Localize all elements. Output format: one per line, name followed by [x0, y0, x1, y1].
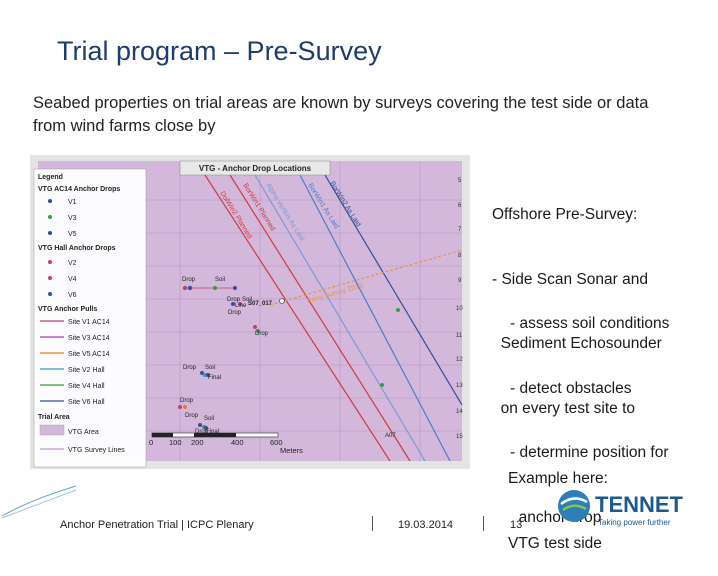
grid-number: 13 [456, 383, 463, 389]
svg-text:Site V3 AC14: Site V3 AC14 [68, 335, 110, 342]
footer-divider [483, 516, 484, 531]
point-label: Line [235, 303, 247, 309]
borwin1-as-laid-line [299, 174, 451, 462]
page-number: 13 [510, 519, 523, 531]
grid-number: 10 [456, 306, 463, 312]
grid-number: 9 [458, 278, 462, 284]
tennet-logo-mark: TENNET Taking power further [558, 490, 684, 527]
svg-text:400: 400 [231, 438, 244, 447]
svg-text:VTG Area: VTG Area [68, 429, 99, 436]
point-label: Final [208, 375, 221, 381]
svg-text:V1: V1 [68, 199, 77, 206]
drop-points [178, 285, 400, 430]
legend-group: VTG AC14 Anchor Drops [38, 186, 120, 193]
svg-text:Site V2 Hall: Site V2 Hall [68, 367, 105, 374]
legend-heading: Legend [38, 174, 63, 181]
legend-group: VTG Anchor Pulls [38, 306, 97, 313]
point-label: Soil [215, 277, 225, 283]
anchor-drop-map: VTG - Anchor Drop Locations BorWin2 As L… [30, 155, 470, 469]
ferry-survey-line [269, 249, 463, 306]
point-label: Final [206, 429, 219, 435]
point-label: Drop [183, 365, 197, 371]
grid-number: 7 [458, 227, 462, 233]
map-canvas: VTG - Anchor Drop Locations BorWin2 As L… [33, 160, 463, 468]
svg-text:Site V6 Hall: Site V6 Hall [68, 399, 105, 406]
point-label: Soil [205, 365, 215, 371]
swoosh-decoration [1, 485, 77, 519]
map-title: VTG - Anchor Drop Locations [199, 164, 312, 173]
grid-number: 6 [458, 203, 462, 209]
legend-group: Trial Area [38, 414, 70, 421]
svg-text:V4: V4 [68, 276, 77, 283]
point-label: S07_017 [248, 301, 273, 307]
point-label: A07 [385, 433, 396, 439]
slide-subtitle: Seabed properties on trial areas are kno… [33, 94, 649, 135]
point-label: Drop [180, 398, 194, 404]
point-label: Drop [195, 429, 209, 435]
svg-text:V6: V6 [68, 292, 77, 299]
grid-number: 15 [456, 434, 463, 440]
svg-text:V2: V2 [68, 260, 77, 267]
svg-text:TENNET: TENNET [595, 492, 684, 517]
slide-title: Trial program – Pre-Survey [57, 36, 382, 66]
pre-survey-description: Offshore Pre-Survey: - Side Scan Sonar a… [492, 206, 662, 417]
footer-date: 19.03.2014 [398, 519, 454, 531]
grid-number: 12 [456, 357, 463, 363]
svg-text:V5: V5 [68, 231, 77, 238]
tennet-logo: TENNET Taking power further [555, 480, 705, 536]
scale-bar: 0 100 200 400 600 Meters [149, 432, 303, 455]
point-label: Drop [185, 413, 199, 419]
svg-text:600: 600 [270, 438, 283, 447]
borwin1-planned-line [229, 174, 411, 462]
svg-text:Site V5 AC14: Site V5 AC14 [68, 351, 110, 358]
survey-goals-list: - assess soil conditions - detect obstac… [510, 315, 670, 526]
svg-text:100: 100 [169, 438, 182, 447]
point-label: Drop [182, 277, 196, 283]
grid-number: 11 [456, 333, 463, 339]
dolwin2-planned-line [204, 174, 391, 462]
svg-text:Meters: Meters [280, 446, 303, 455]
grid-number: 8 [458, 253, 462, 259]
svg-text:Site V4 Hall: Site V4 Hall [68, 383, 105, 390]
footer-divider [372, 516, 373, 531]
grid-number: 5 [458, 178, 462, 184]
point-label: Soil [204, 416, 214, 422]
point-label: Drop [227, 297, 241, 303]
svg-text:200: 200 [191, 438, 204, 447]
svg-text:VTG Survey Lines: VTG Survey Lines [68, 447, 125, 454]
point-label: Soil [242, 297, 252, 303]
borwin2-as-laid-line [324, 174, 463, 406]
footer-presentation: Anchor Penetration Trial | ICPC Plenary [60, 519, 254, 531]
map-legend [33, 168, 147, 468]
svg-text:Taking power further: Taking power further [598, 518, 671, 527]
svg-text:V3: V3 [68, 215, 77, 222]
point-label: Drop [228, 310, 242, 316]
alpha-ventus-line [254, 174, 426, 462]
legend-group: VTG Hall Anchor Drops [38, 245, 116, 252]
grid-number: 14 [456, 409, 463, 415]
svg-text:0: 0 [149, 438, 153, 447]
svg-text:Site V1 AC14: Site V1 AC14 [68, 319, 110, 326]
point-label: Drop [255, 331, 269, 337]
